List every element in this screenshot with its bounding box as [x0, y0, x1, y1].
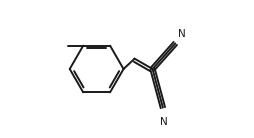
Text: N: N — [160, 117, 168, 127]
Text: N: N — [178, 29, 185, 39]
